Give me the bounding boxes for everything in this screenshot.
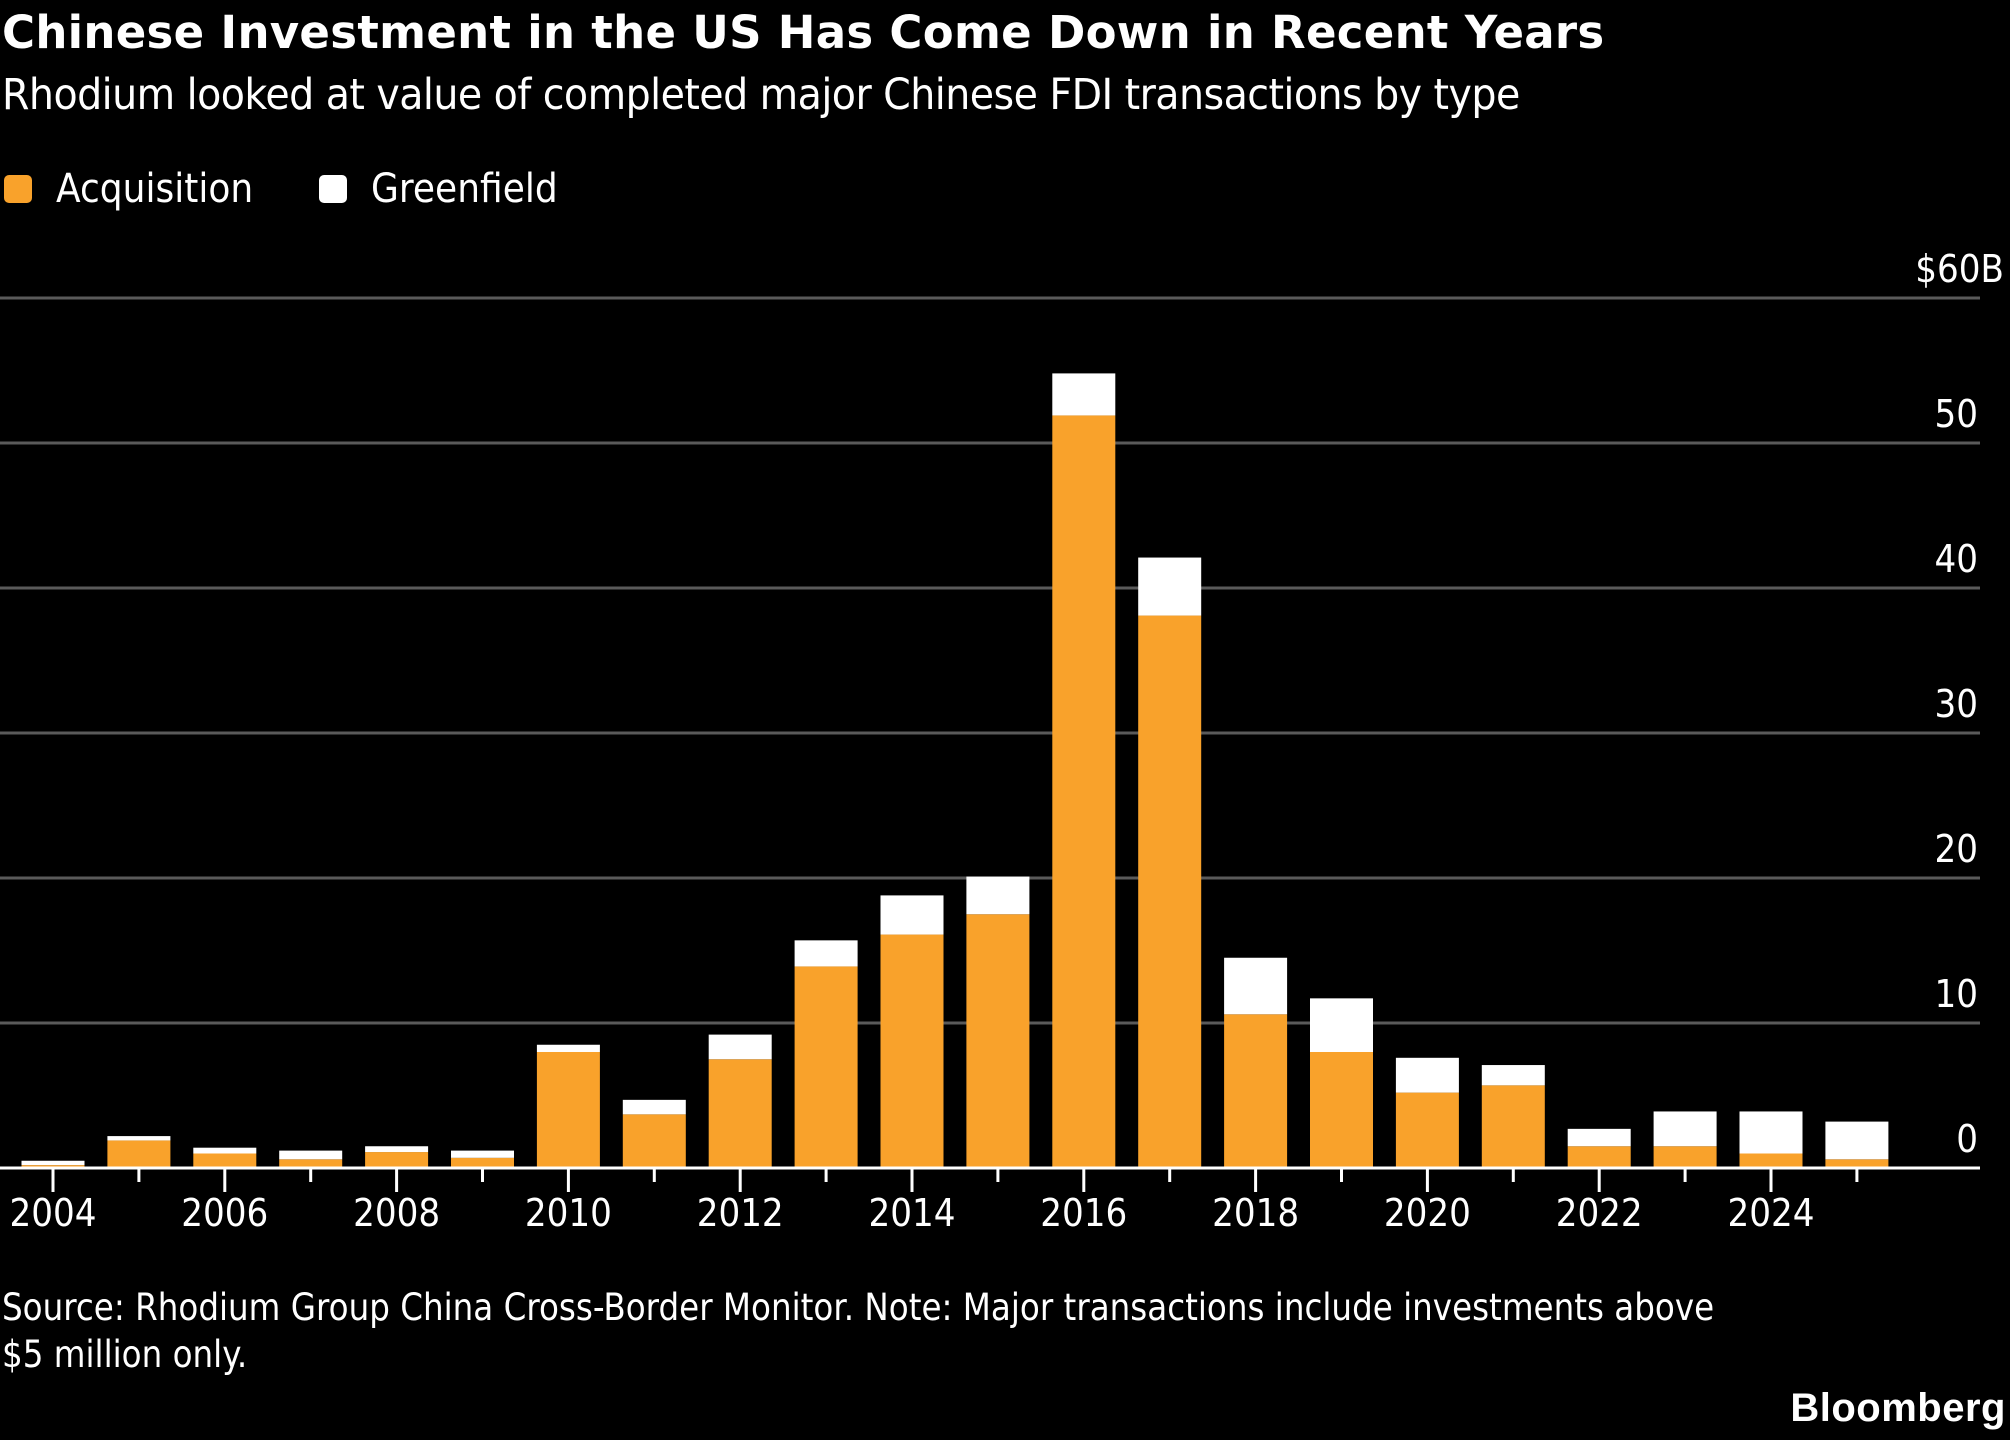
bar-greenfield-2009	[451, 1150, 514, 1158]
x-tick-label: 2022	[1556, 1190, 1643, 1235]
bar-acquisition-2010	[536, 1052, 600, 1168]
bar-acquisition-2025	[1825, 1159, 1889, 1168]
y-tick-label: 30	[1935, 681, 1978, 726]
y-tick-label: 50	[1935, 391, 1978, 436]
source-line-1: Source: Rhodium Group China Cross-Border…	[2, 1286, 1715, 1329]
x-tick-label: 2010	[525, 1190, 612, 1235]
y-tick-label: 0	[1956, 1116, 1978, 1161]
x-tick-label: 2008	[353, 1190, 440, 1235]
bar-acquisition-2005	[107, 1140, 171, 1168]
bar-greenfield-2011	[622, 1099, 686, 1115]
chart-subtitle: Rhodium looked at value of completed maj…	[2, 70, 1520, 120]
bar-acquisition-2019	[1310, 1052, 1373, 1168]
y-tick-label: 10	[1935, 971, 1978, 1016]
bar-greenfield-2012	[708, 1034, 772, 1060]
bar-greenfield-2025	[1825, 1121, 1889, 1160]
y-axis-labels: 0 10 20 30 40 50 $60B	[1915, 246, 2004, 1161]
bar-greenfield-2021	[1481, 1065, 1545, 1086]
bar-greenfield-2017	[1138, 557, 1202, 616]
bar-acquisition-2014	[880, 934, 944, 1168]
bars	[21, 373, 1889, 1168]
bar-greenfield-2006	[193, 1147, 257, 1154]
bar-greenfield-2008	[365, 1146, 429, 1153]
bar-acquisition-2023	[1653, 1146, 1717, 1168]
source-line-2: $5 million only.	[2, 1333, 248, 1376]
x-tick-label: 2012	[697, 1190, 784, 1235]
x-axis: 2004 2006 2008 2010 2012 2014 2016 2018 2020 2022…	[0, 1166, 1980, 1235]
bar-greenfield-2020	[1395, 1057, 1459, 1093]
x-tick-label: 2014	[869, 1190, 956, 1235]
bar-acquisition-2007	[279, 1159, 343, 1168]
bar-greenfield-2024	[1739, 1111, 1803, 1154]
y-tick-label: $60B	[1915, 246, 2004, 291]
bar-acquisition-2024	[1739, 1153, 1803, 1168]
bar-greenfield-2004	[21, 1160, 85, 1166]
bar-greenfield-2010	[536, 1044, 600, 1052]
x-tick-label: 2006	[181, 1190, 268, 1235]
bar-acquisition-2018	[1224, 1014, 1288, 1168]
bar-acquisition-2012	[708, 1059, 772, 1168]
bar-greenfield-2014	[880, 895, 944, 935]
bar-greenfield-2022	[1567, 1128, 1631, 1147]
bar-greenfield-2019	[1310, 998, 1373, 1052]
legend: Acquisition Greenfield	[4, 166, 623, 212]
bar-acquisition-2008	[365, 1152, 429, 1168]
bar-acquisition-2021	[1481, 1085, 1545, 1168]
bar-greenfield-2007	[279, 1150, 343, 1160]
x-tick-label: 2016	[1040, 1190, 1127, 1235]
bar-greenfield-2016	[1052, 373, 1116, 416]
bar-acquisition-2006	[193, 1153, 257, 1168]
y-tick-label: 40	[1935, 536, 1978, 581]
bar-greenfield-2005	[107, 1136, 171, 1141]
bar-acquisition-2022	[1567, 1146, 1631, 1168]
legend-item-acquisition: Acquisition	[4, 166, 275, 212]
bar-greenfield-2015	[966, 876, 1030, 915]
bar-acquisition-2016	[1052, 415, 1116, 1168]
bar-acquisition-2017	[1138, 615, 1202, 1168]
bar-greenfield-2018	[1224, 957, 1288, 1015]
x-tick-label: 2024	[1728, 1190, 1815, 1235]
x-tick-label: 2018	[1212, 1190, 1299, 1235]
bar-acquisition-2020	[1395, 1092, 1459, 1168]
legend-swatch-greenfield	[319, 175, 348, 203]
y-tick-label: 20	[1935, 826, 1978, 871]
bar-acquisition-2013	[794, 966, 858, 1168]
bar-acquisition-2015	[966, 914, 1030, 1168]
bar-acquisition-2009	[451, 1157, 514, 1168]
x-tick-label: 2004	[10, 1190, 97, 1235]
bar-acquisition-2011	[622, 1114, 686, 1168]
legend-label: Acquisition	[56, 166, 254, 212]
legend-item-greenfield: Greenfield	[319, 166, 578, 212]
chart-title: Chinese Investment in the US Has Come Do…	[2, 6, 1605, 59]
x-tick-label: 2020	[1384, 1190, 1471, 1235]
bar-greenfield-2023	[1653, 1111, 1717, 1147]
bloomberg-logo: Bloomberg	[1790, 1386, 2006, 1430]
source-note: Source: Rhodium Group China Cross-Border…	[2, 1284, 1938, 1378]
legend-swatch-acquisition	[4, 175, 32, 203]
legend-label: Greenfield	[371, 166, 558, 212]
bar-greenfield-2013	[794, 940, 858, 967]
gridlines	[0, 296, 1980, 1025]
